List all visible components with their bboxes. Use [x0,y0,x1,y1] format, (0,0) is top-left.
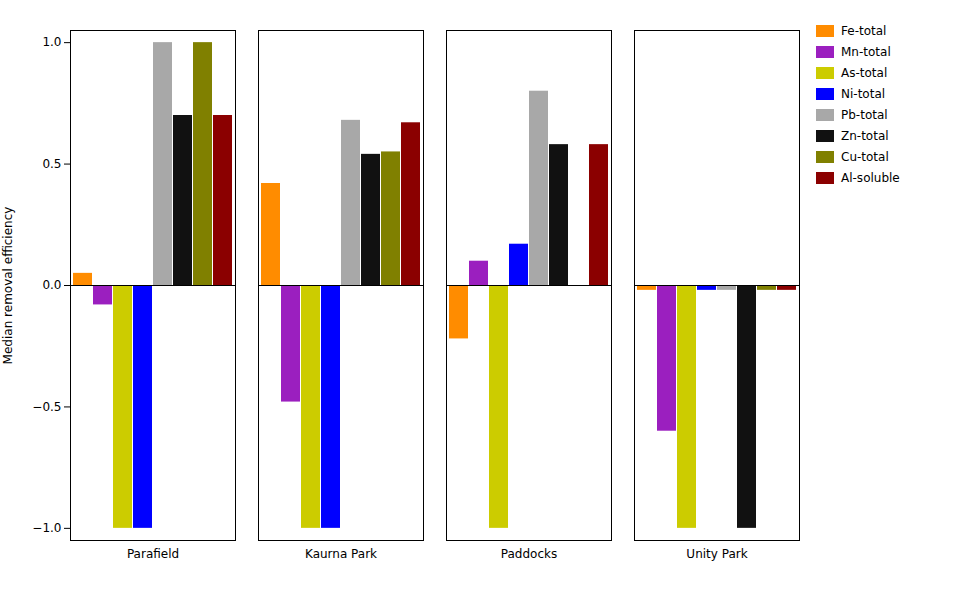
svg-text:0.5: 0.5 [42,157,61,171]
svg-text:0.0: 0.0 [42,278,61,292]
html-text:Al-soluble: Al-soluble [841,171,900,185]
svg-text:Kaurna Park: Kaurna Park [305,547,377,561]
svg-text:Median removal efficiency: Median removal efficiency [1,207,15,365]
html-text:Mn-total: Mn-total [841,45,891,59]
html-text:Zn-total: Zn-total [841,129,889,143]
svg-text:−0.5: −0.5 [32,400,61,414]
html-text:Ni-total: Ni-total [841,87,886,101]
svg-text:−1.0: −1.0 [32,521,61,535]
html-text:Cu-total: Cu-total [841,150,889,164]
svg-text:1.0: 1.0 [42,35,61,49]
html-text:Fe-total: Fe-total [841,24,887,38]
html-text:Pb-total: Pb-total [841,108,888,122]
html-text:As-total: As-total [841,66,888,80]
svg-text:Paddocks: Paddocks [501,547,557,561]
svg-text:Parafield: Parafield [127,547,179,561]
svg-text:Unity Park: Unity Park [686,547,747,561]
